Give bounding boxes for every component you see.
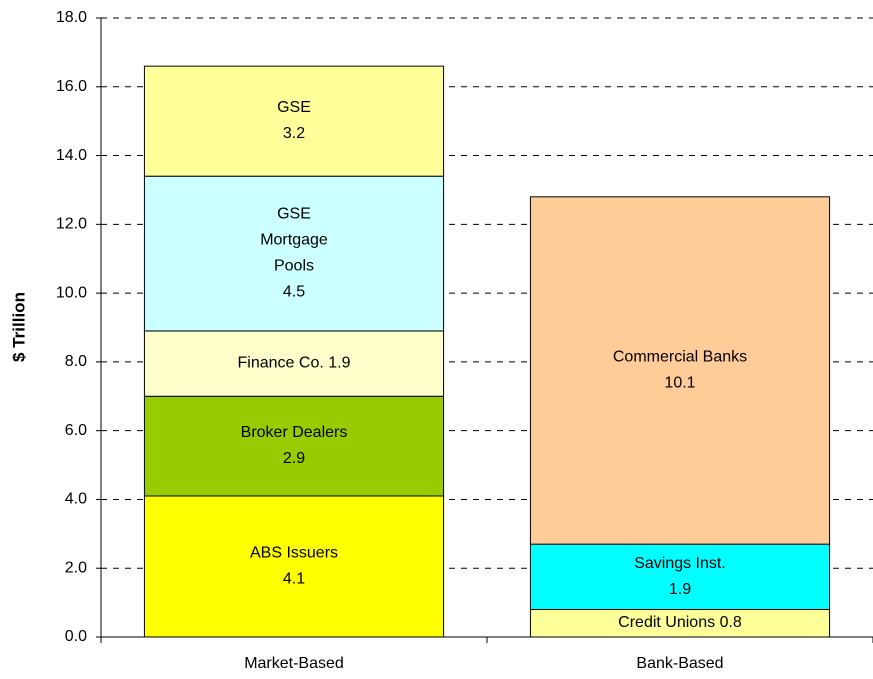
y-tick-label: 6.0 xyxy=(65,422,87,439)
segment-name: Finance Co. xyxy=(238,355,324,372)
segment-label: Commercial Banks 10.1 xyxy=(613,349,747,392)
bar-segment xyxy=(529,543,831,610)
segment-value: 1.9 xyxy=(669,581,691,598)
x-tick-label: Bank-Based xyxy=(636,655,723,672)
segment-value: 3.2 xyxy=(283,125,305,142)
y-tick-label: 8.0 xyxy=(65,353,87,370)
bar-segment xyxy=(529,196,831,545)
segment-value: 4.5 xyxy=(283,284,305,301)
bar-segment xyxy=(143,65,445,177)
segment-label: 4.5 xyxy=(283,284,305,301)
y-axis-title: $ Trillion xyxy=(9,292,28,362)
segment-name: Savings Inst. xyxy=(634,555,726,572)
segment-name: GSE Mortgage Pools xyxy=(260,206,328,275)
segment-value: 1.9 xyxy=(328,355,350,372)
bar-segment xyxy=(143,175,445,332)
segment-name: Broker Dealers xyxy=(241,424,348,441)
y-tick-label: 0.0 xyxy=(65,628,87,645)
segment-label: Finance Co. 1.9 xyxy=(238,355,351,372)
segment-label: Savings Inst. 1.9 xyxy=(634,555,726,598)
segment-label: Credit Unions 0.8 xyxy=(618,614,742,631)
y-tick-label: 10.0 xyxy=(56,284,87,301)
y-tick-label: 12.0 xyxy=(56,216,87,233)
segment-label: GSE 3.2 xyxy=(277,99,311,142)
bar-segment xyxy=(529,608,831,638)
segment-name: Credit Unions xyxy=(618,614,715,631)
segment-value: 2.9 xyxy=(283,450,305,467)
segment-value: 4.1 xyxy=(283,571,305,588)
y-tick-label: 16.0 xyxy=(56,78,87,95)
segment-value: 0.8 xyxy=(720,614,742,631)
segment-label: ABS Issuers 4.1 xyxy=(250,545,338,588)
y-tick-label: 4.0 xyxy=(65,491,87,508)
x-tick-label: Market-Based xyxy=(244,655,344,672)
y-tick-label: 18.0 xyxy=(56,9,87,26)
segment-name: GSE xyxy=(277,99,311,116)
bar-segment xyxy=(143,495,445,638)
segment-value: 10.1 xyxy=(664,375,695,392)
bar-segment xyxy=(143,330,445,397)
segment-label: Broker Dealers 2.9 xyxy=(241,424,348,467)
segment-name: ABS Issuers xyxy=(250,545,338,562)
bar-segment xyxy=(143,395,445,497)
y-tick-label: 14.0 xyxy=(56,147,87,164)
y-tick-label: 2.0 xyxy=(65,559,87,576)
segment-name: Commercial Banks xyxy=(613,349,747,366)
